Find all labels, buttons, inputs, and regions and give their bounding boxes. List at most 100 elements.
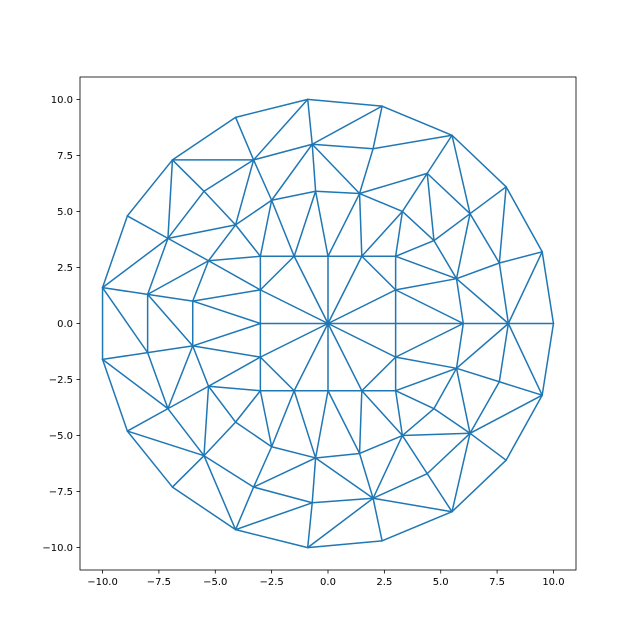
mesh-edge bbox=[327, 389, 361, 455]
mesh-edge bbox=[167, 407, 205, 457]
mesh-edge bbox=[146, 260, 210, 296]
mesh-edge bbox=[207, 260, 262, 291]
mesh-edge bbox=[167, 190, 205, 240]
mesh-edge bbox=[327, 255, 363, 325]
mesh-edge bbox=[433, 212, 471, 242]
mesh-edge bbox=[314, 389, 329, 459]
mesh-edge bbox=[101, 215, 129, 289]
mesh-edge bbox=[358, 434, 404, 455]
mesh-edge bbox=[394, 289, 465, 325]
mesh-edge bbox=[259, 322, 329, 358]
x-tick-label: 5.0 bbox=[433, 577, 449, 588]
mesh-edge bbox=[167, 385, 210, 410]
mesh-edge bbox=[469, 212, 501, 264]
mesh-edge bbox=[126, 159, 174, 217]
y-tick-label: −5.0 bbox=[49, 431, 73, 442]
mesh-edge bbox=[358, 452, 374, 500]
mesh-edge bbox=[455, 277, 510, 325]
mesh-edge bbox=[498, 322, 510, 383]
mesh-edge bbox=[455, 212, 471, 280]
y-tick-label: −10.0 bbox=[42, 543, 73, 554]
y-axis: −10.0 −7.5 −5.0 −2.5 0.0 2.5 5.0 7.5 10.0 bbox=[42, 95, 80, 554]
mesh-edge bbox=[361, 255, 397, 291]
mesh-edge bbox=[191, 260, 210, 302]
mesh-edge bbox=[146, 293, 194, 347]
mesh-edge bbox=[171, 116, 237, 161]
mesh-edge bbox=[372, 105, 383, 150]
mesh-edge bbox=[455, 322, 510, 370]
mesh-edge bbox=[270, 446, 317, 459]
mesh-edge bbox=[469, 381, 501, 435]
mesh-edge bbox=[234, 486, 255, 531]
y-tick-label: 2.5 bbox=[57, 263, 73, 274]
mesh-edge bbox=[203, 190, 237, 226]
mesh-edge bbox=[394, 255, 458, 280]
y-tick-label: 10.0 bbox=[51, 95, 73, 106]
mesh-edge bbox=[498, 262, 510, 325]
mesh-edge bbox=[358, 192, 363, 258]
mesh-edge bbox=[469, 432, 507, 461]
mesh-edge bbox=[469, 394, 543, 435]
mesh-edge bbox=[433, 239, 458, 280]
mesh-edge bbox=[394, 322, 465, 358]
mesh-edge bbox=[451, 134, 507, 188]
mesh-edge bbox=[394, 210, 404, 258]
mesh-edge bbox=[394, 356, 458, 370]
mesh-edge bbox=[203, 159, 255, 193]
mesh-edge bbox=[234, 159, 255, 226]
mesh-edge bbox=[451, 432, 471, 513]
mesh-edge bbox=[311, 457, 317, 504]
mesh-edge bbox=[234, 98, 309, 119]
mesh-edge bbox=[259, 255, 295, 291]
mesh-edge bbox=[311, 143, 374, 150]
mesh-edge bbox=[293, 389, 317, 459]
mesh-edge bbox=[381, 510, 453, 542]
mesh-edge bbox=[311, 143, 361, 195]
mesh-edge bbox=[293, 255, 329, 325]
mesh-edge bbox=[126, 430, 205, 457]
mesh-edge bbox=[191, 289, 262, 302]
mesh-edge bbox=[207, 385, 262, 392]
x-tick-label: 10.0 bbox=[542, 577, 564, 588]
mesh-edge bbox=[126, 215, 169, 240]
mesh-edge bbox=[361, 210, 404, 258]
mesh-edge bbox=[433, 407, 471, 435]
mesh-edge bbox=[401, 407, 435, 437]
mesh-edge bbox=[126, 430, 174, 488]
x-tick-label: −10.0 bbox=[87, 577, 118, 588]
mesh-edge bbox=[455, 367, 501, 383]
mesh-edge bbox=[259, 289, 329, 325]
mesh-edge bbox=[314, 190, 329, 258]
x-tick-label: 7.5 bbox=[489, 577, 505, 588]
mesh-edge bbox=[252, 486, 313, 504]
mesh-edge bbox=[314, 452, 361, 459]
y-tick-label: 7.5 bbox=[57, 151, 73, 162]
mesh-edge bbox=[451, 459, 507, 513]
mesh-edge bbox=[381, 105, 453, 137]
mesh-edge bbox=[455, 322, 465, 370]
mesh-edge bbox=[101, 358, 129, 432]
x-tick-label: −5.0 bbox=[203, 577, 227, 588]
mesh-edge bbox=[327, 289, 397, 325]
mesh-edge bbox=[252, 143, 313, 161]
mesh-edge bbox=[167, 159, 174, 240]
mesh-edge bbox=[146, 351, 169, 410]
mesh-edge bbox=[259, 389, 273, 448]
mesh-edge bbox=[203, 385, 210, 457]
mesh-edge bbox=[207, 255, 262, 262]
mesh-edge bbox=[361, 356, 397, 392]
mesh-edge bbox=[507, 251, 543, 325]
mesh-edge bbox=[426, 172, 471, 215]
mesh-edge bbox=[498, 186, 507, 264]
mesh-edge bbox=[306, 502, 313, 549]
mesh-edge bbox=[191, 300, 262, 325]
mesh-edge bbox=[270, 199, 295, 258]
mesh-edge bbox=[101, 286, 149, 296]
mesh-edge bbox=[498, 381, 543, 396]
mesh-edge bbox=[372, 434, 404, 500]
mesh-edge bbox=[311, 497, 374, 504]
mesh-edge bbox=[252, 446, 273, 488]
mesh-edge bbox=[361, 389, 404, 437]
mesh-edge bbox=[203, 421, 237, 457]
mesh-edge bbox=[101, 351, 149, 361]
